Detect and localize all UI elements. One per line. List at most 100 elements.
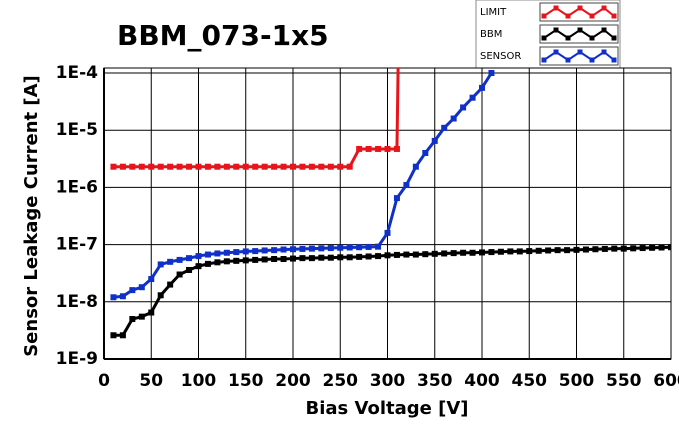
point-marker (138, 163, 145, 170)
legend-swatch-box (539, 2, 619, 22)
x-tick-label: 400 (464, 371, 500, 391)
point-marker (412, 163, 419, 170)
point-marker (252, 256, 259, 263)
point-marker (186, 255, 193, 262)
legend-swatch-marker (541, 35, 547, 41)
point-marker (290, 246, 296, 253)
y-tick-label: 1E-7 (56, 235, 98, 255)
point-marker (290, 163, 296, 170)
point-marker (204, 163, 211, 170)
point-marker (110, 294, 117, 301)
legend-swatch-marker (589, 13, 595, 19)
legend-swatch-marker (611, 13, 617, 19)
point-marker (129, 163, 136, 170)
legend-swatch-marker (553, 49, 559, 55)
point-marker (233, 257, 240, 264)
point-marker (290, 255, 296, 262)
point-marker (403, 251, 410, 258)
point-marker (308, 245, 315, 252)
point-marker (601, 245, 608, 252)
y-tick-label: 1E-4 (56, 63, 98, 83)
legend-swatch-marker (565, 57, 571, 63)
point-marker (167, 258, 174, 265)
point-marker (327, 163, 334, 170)
x-tick-label: 450 (512, 371, 548, 391)
plot-data (110, 68, 671, 339)
point-marker (157, 163, 164, 170)
x-tick-label: 500 (559, 371, 595, 391)
point-marker (375, 253, 382, 260)
point-marker (356, 145, 363, 152)
point-marker (469, 94, 476, 101)
legend-swatch-marker (541, 57, 547, 63)
point-marker (242, 163, 249, 170)
point-marker (479, 84, 485, 91)
point-marker (186, 163, 193, 170)
point-marker (526, 248, 533, 255)
point-marker (460, 249, 467, 256)
x-tick-label: 550 (606, 371, 642, 391)
point-marker (148, 163, 155, 170)
point-marker (299, 245, 306, 252)
point-marker (261, 163, 268, 170)
point-marker (195, 263, 202, 270)
point-marker (535, 247, 542, 254)
legend-swatch-marker (577, 27, 583, 33)
point-marker (223, 249, 230, 256)
x-tick-label: 0 (98, 371, 110, 391)
point-marker (497, 248, 504, 255)
point-marker (204, 251, 211, 258)
point-marker (167, 281, 174, 288)
x-tick-label: 150 (228, 371, 264, 391)
legend-swatch-marker (601, 27, 607, 33)
legend-swatch-marker (611, 35, 617, 41)
point-marker (573, 246, 580, 253)
legend-swatch-marker (601, 49, 607, 55)
point-marker (365, 243, 372, 250)
point-marker (611, 245, 618, 252)
x-tick-label: 50 (139, 371, 163, 391)
point-marker (564, 247, 571, 254)
point-marker (318, 245, 325, 252)
point-marker (507, 248, 514, 255)
point-marker (545, 247, 552, 254)
point-marker (157, 292, 164, 299)
y-tick-label: 1E-8 (56, 292, 98, 312)
point-marker (138, 313, 145, 320)
point-marker (327, 254, 334, 261)
point-marker (233, 249, 240, 256)
point-marker (176, 163, 183, 170)
x-tick-label: 350 (417, 371, 453, 391)
point-marker (214, 163, 221, 170)
point-marker (337, 254, 344, 261)
point-marker (422, 149, 429, 156)
legend-swatch-box (539, 24, 619, 44)
legend-swatch-marker (611, 57, 617, 63)
x-tick-label: 250 (323, 371, 359, 391)
point-marker (186, 266, 193, 273)
legend-swatch-marker (589, 57, 595, 63)
legend-swatch-marker (589, 35, 595, 41)
point-marker (318, 254, 325, 261)
point-marker (318, 163, 325, 170)
point-marker (384, 229, 391, 236)
point-marker (223, 258, 230, 265)
point-marker (365, 145, 372, 152)
point-marker (516, 248, 523, 255)
legend-swatch-box (539, 46, 619, 66)
point-marker (393, 145, 400, 152)
point-marker (204, 260, 211, 267)
legend-label: LIMIT (480, 7, 507, 18)
point-marker (148, 276, 155, 283)
point-marker (639, 245, 646, 252)
point-marker (280, 256, 287, 263)
point-marker (280, 246, 287, 253)
point-marker (346, 244, 353, 251)
point-marker (271, 163, 278, 170)
point-marker (592, 246, 599, 253)
point-marker (223, 163, 230, 170)
point-marker (431, 137, 438, 144)
legend-label: BBM (480, 29, 502, 40)
y-tick-label: 1E-6 (56, 177, 98, 197)
